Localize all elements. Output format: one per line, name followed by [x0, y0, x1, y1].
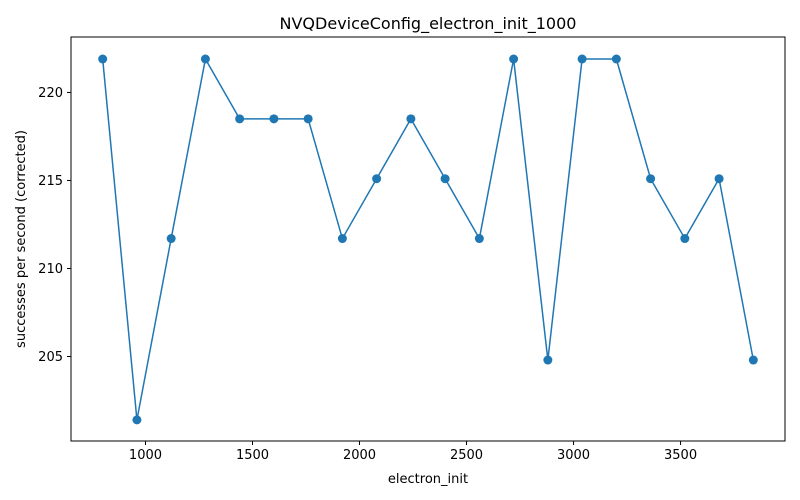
data-point	[269, 114, 279, 124]
y-tick-label: 210	[38, 262, 63, 277]
data-point	[200, 54, 210, 64]
plot-frame	[70, 36, 786, 442]
data-point	[748, 355, 758, 365]
x-tick-label: 1000	[129, 448, 162, 463]
x-tick-label: 2000	[343, 448, 376, 463]
x-axis: 1000 1500 2000 2500 3000 3500	[129, 441, 697, 463]
data-point	[132, 415, 142, 425]
y-axis-label: successes per second (corrected)	[14, 130, 29, 348]
series-line	[101, 58, 755, 421]
x-axis-label: electron_init	[388, 472, 468, 487]
data-point	[440, 174, 450, 184]
y-tick-label: 215	[38, 174, 63, 189]
x-tick-label: 3000	[557, 448, 590, 463]
x-tick-label: 2500	[450, 448, 483, 463]
data-point	[235, 114, 245, 124]
y-tick-label: 205	[38, 350, 63, 365]
data-point	[98, 54, 108, 64]
data-point	[714, 174, 724, 184]
data-point	[337, 234, 347, 244]
x-tick-label: 3500	[664, 448, 697, 463]
y-tick-label: 220	[38, 86, 63, 101]
data-point	[646, 174, 656, 184]
data-point	[166, 234, 176, 244]
y-axis: 205 210 215 220	[38, 86, 71, 365]
data-point	[509, 54, 519, 64]
data-point	[406, 114, 416, 124]
x-tick-label: 1500	[236, 448, 269, 463]
data-point	[303, 114, 313, 124]
data-point	[577, 54, 587, 64]
chart-title: NVQDeviceConfig_electron_init_1000	[280, 14, 577, 34]
data-point	[543, 355, 553, 365]
data-point	[372, 174, 382, 184]
data-point	[611, 54, 621, 64]
data-point	[474, 234, 484, 244]
plot-area	[98, 54, 758, 425]
data-point	[680, 234, 690, 244]
